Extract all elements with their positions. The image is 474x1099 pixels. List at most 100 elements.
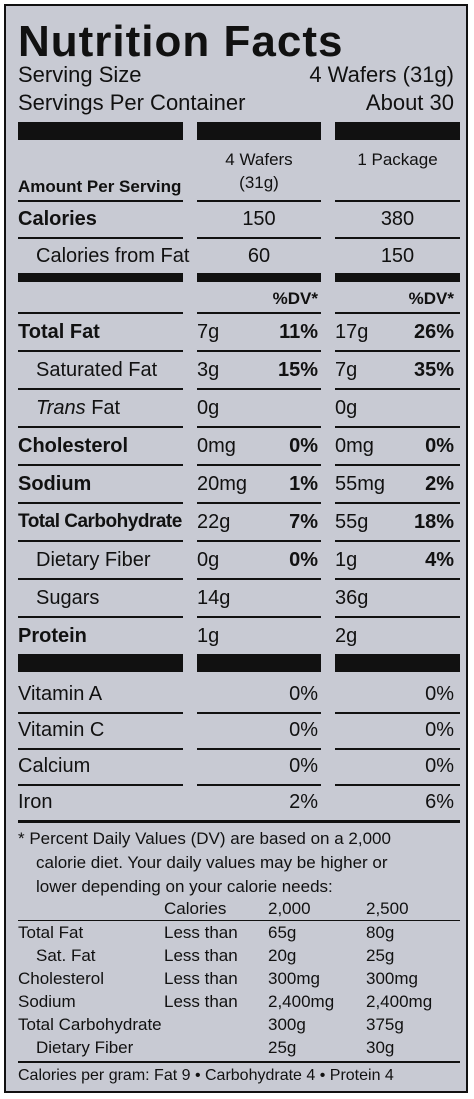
servings-per-container-value: About 30	[365, 90, 454, 115]
trans-word: Trans	[36, 397, 86, 419]
divider	[197, 350, 321, 352]
vitamin-dv-serving: 0%	[289, 719, 318, 741]
dv-table-nutrient: Cholesterol	[18, 969, 104, 988]
divider	[197, 464, 321, 466]
serving-size-label: Serving Size	[18, 62, 142, 87]
column-header-serving: 4 Wafers	[225, 150, 293, 169]
nutrient-dv-package: 4%	[425, 549, 454, 571]
divider	[18, 350, 183, 352]
nutrient-amount-serving: 0g	[197, 549, 220, 571]
nutrient-amount-package: 17g	[335, 321, 369, 343]
calories-serving-value: 150	[242, 208, 276, 230]
dv-table-2000: 300mg	[268, 969, 320, 988]
dv-table-2500: 30g	[366, 1038, 395, 1057]
dv-table-header-2000: 2,000	[268, 899, 311, 918]
dv-table-nutrient: Sat. Fat	[36, 946, 96, 965]
nutrient-dv-serving: 0%	[289, 549, 318, 571]
nutrient-label-protein: Protein	[18, 625, 87, 647]
vitamin-dv-package: 6%	[425, 791, 454, 813]
dv-table-2000: 20g	[268, 946, 297, 965]
dv-table-qualifier: Less than	[164, 969, 238, 988]
nutrient-amount-serving: 0mg	[197, 435, 236, 457]
divider	[335, 464, 460, 466]
vitamin-dv-serving: 2%	[289, 791, 318, 813]
nutrient-amount-serving: 14g	[197, 587, 231, 609]
divider	[197, 388, 321, 390]
divider	[197, 426, 321, 428]
divider	[197, 748, 321, 750]
vitamin-label: Vitamin A	[18, 683, 103, 705]
vitamin-label: Calcium	[18, 755, 91, 777]
divider	[197, 200, 321, 202]
nutrient-dv-serving: 0%	[289, 435, 318, 457]
nutrient-amount-package: 36g	[335, 587, 369, 609]
column-header-serving-weight: (31g)	[239, 173, 279, 192]
divider	[18, 502, 183, 504]
divider	[335, 540, 460, 542]
nutrient-dv-serving: 1%	[289, 473, 318, 495]
calories-from-fat-label: Calories from Fat	[36, 245, 190, 267]
divider	[335, 616, 460, 618]
dv-table-header-2500: 2,500	[366, 899, 409, 918]
divider	[335, 388, 460, 390]
vitamin-dv-package: 0%	[425, 683, 454, 705]
amount-per-serving-label: Amount Per Serving	[18, 177, 182, 196]
vitamin-dv-package: 0%	[425, 755, 454, 777]
divider	[335, 312, 460, 314]
divider	[197, 578, 321, 580]
divider	[335, 784, 460, 786]
nutrient-label-saturated-fat: Saturated Fat	[36, 359, 158, 381]
divider	[335, 237, 460, 239]
divider	[335, 578, 460, 580]
nutrient-label-dietary-fiber: Dietary Fiber	[36, 549, 151, 571]
nutrient-label-total-carbohydrate: Total Carbohydrate	[18, 511, 182, 532]
calories-from-fat-serving-value: 60	[247, 245, 271, 267]
dv-table-2500: 375g	[366, 1015, 404, 1034]
thick-bar-right	[335, 654, 460, 672]
fat-word: Fat	[91, 397, 121, 419]
divider	[197, 616, 321, 618]
footnote-line: lower depending on your calorie needs:	[36, 877, 333, 896]
divider	[18, 426, 183, 428]
servings-per-container-label: Servings Per Container	[18, 90, 246, 115]
nutrient-dv-package: 35%	[413, 359, 454, 381]
dv-table-header-calories: Calories	[164, 899, 227, 918]
footnote-line: calorie diet. Your daily values may be h…	[36, 853, 388, 872]
nutrient-amount-package: 55mg	[335, 473, 386, 495]
divider	[197, 237, 321, 239]
divider	[18, 784, 183, 786]
vitamin-label: Vitamin C	[18, 719, 105, 741]
nutrient-amount-serving: 0g	[197, 397, 220, 419]
nutrient-amount-package: 0mg	[335, 435, 374, 457]
thick-bar-mid	[197, 122, 321, 140]
footnote-line: * Percent Daily Values (DV) are based on…	[18, 829, 391, 848]
dv-table-2000: 2,400mg	[268, 992, 335, 1011]
divider	[197, 502, 321, 504]
divider	[18, 312, 183, 314]
dv-table-nutrient: Dietary Fiber	[36, 1038, 134, 1057]
nutrient-label-total-fat: Total Fat	[18, 321, 100, 343]
dv-table-2500: 2,400mg	[366, 992, 433, 1011]
dv-header-serving: %DV*	[272, 289, 318, 308]
dv-table-rule	[18, 920, 460, 921]
vitamin-label: Iron	[18, 791, 53, 813]
dv-table-nutrient: Total Carbohydrate	[18, 1015, 162, 1034]
thick-bar-right	[335, 122, 460, 140]
nutrient-label-cholesterol: Cholesterol	[18, 435, 129, 457]
divider	[335, 426, 460, 428]
dv-table-qualifier: Less than	[164, 923, 238, 942]
vitamin-dv-package: 0%	[425, 719, 454, 741]
nutrition-facts-panel: Nutrition Facts Serving Size 4 Wafers (3…	[4, 4, 468, 1093]
nutrient-amount-serving: 20mg	[197, 473, 248, 495]
divider	[335, 502, 460, 504]
calories-from-fat-package-value: 150	[380, 245, 415, 267]
nutrient-label-trans-fat: Trans Fat	[36, 398, 120, 418]
nutrient-amount-serving: 3g	[197, 359, 220, 381]
label-title: Nutrition Facts	[18, 17, 344, 66]
dv-table-2500: 300mg	[366, 969, 418, 988]
calories-per-gram: Calories per gram: Fat 9 • Carbohydrate …	[18, 1067, 394, 1084]
nutrient-amount-package: 2g	[335, 625, 358, 647]
nutrient-dv-package: 26%	[413, 321, 454, 343]
vitamin-dv-serving: 0%	[289, 683, 318, 705]
nutrient-dv-serving: 7%	[289, 511, 318, 533]
